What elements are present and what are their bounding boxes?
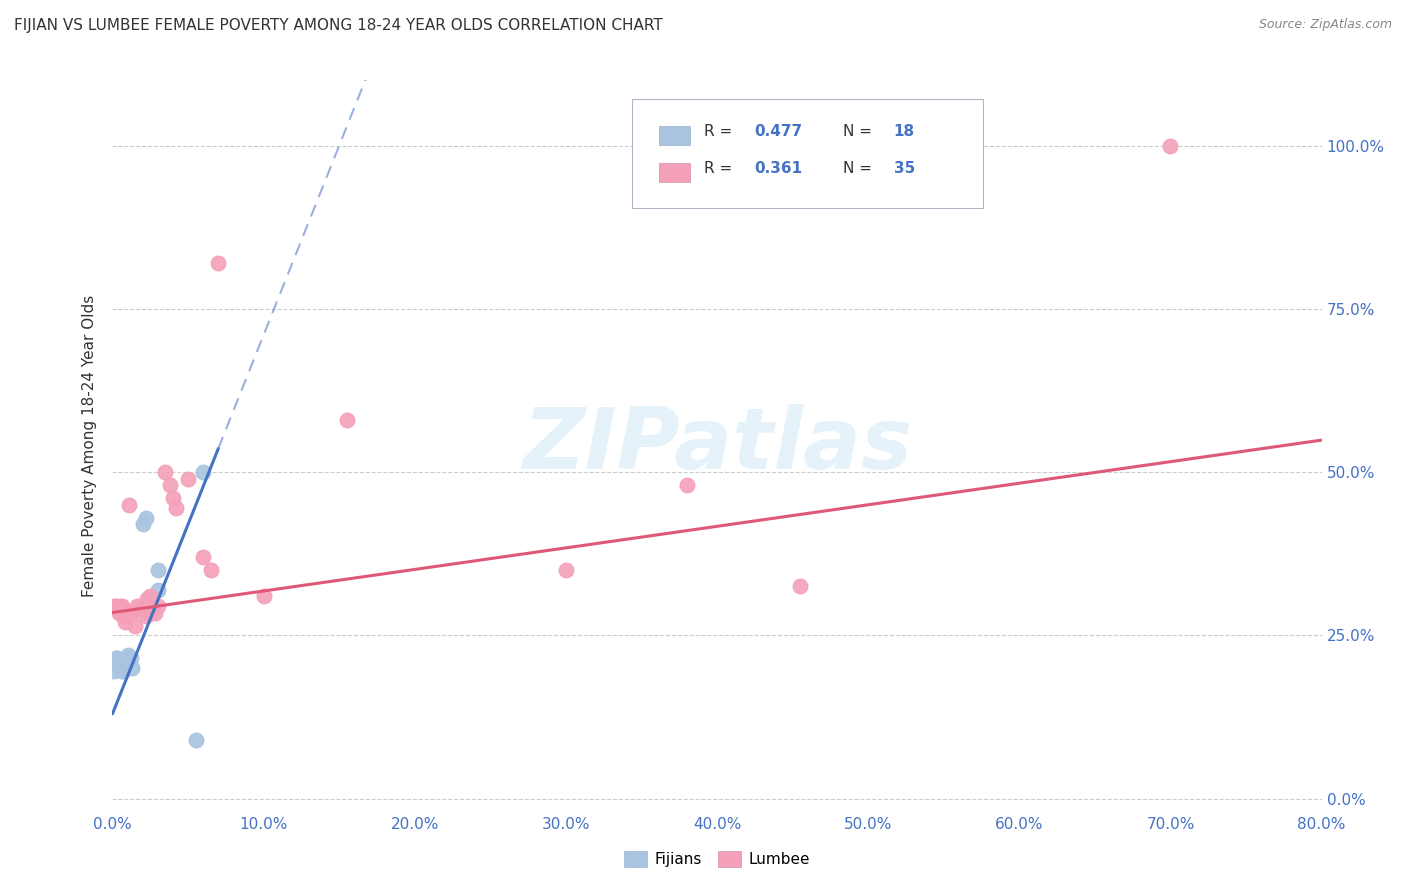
Point bbox=[114, 657, 136, 672]
Point bbox=[124, 618, 146, 632]
Point bbox=[554, 563, 576, 577]
Point bbox=[135, 511, 157, 525]
Point bbox=[117, 606, 139, 620]
Point bbox=[1159, 138, 1181, 153]
Point bbox=[191, 465, 214, 479]
Point bbox=[112, 608, 135, 623]
Point bbox=[138, 606, 160, 620]
Point bbox=[105, 651, 128, 665]
Point bbox=[105, 602, 128, 616]
Point bbox=[146, 563, 169, 577]
Legend: Fijians, Lumbee: Fijians, Lumbee bbox=[619, 846, 815, 873]
Point bbox=[136, 592, 159, 607]
Point bbox=[110, 599, 132, 613]
Text: 0.361: 0.361 bbox=[755, 161, 803, 176]
FancyBboxPatch shape bbox=[659, 126, 690, 145]
Point bbox=[118, 498, 141, 512]
Point bbox=[112, 665, 135, 679]
Y-axis label: Female Poverty Among 18-24 Year Olds: Female Poverty Among 18-24 Year Olds bbox=[82, 295, 97, 597]
Text: ZIPatlas: ZIPatlas bbox=[522, 404, 912, 488]
Text: 18: 18 bbox=[894, 124, 915, 139]
Point bbox=[135, 608, 157, 623]
Point bbox=[191, 549, 214, 564]
Point bbox=[162, 491, 184, 506]
Text: Source: ZipAtlas.com: Source: ZipAtlas.com bbox=[1258, 18, 1392, 31]
Point bbox=[159, 478, 181, 492]
Point bbox=[120, 606, 142, 620]
Point bbox=[108, 599, 131, 613]
Point bbox=[120, 651, 142, 665]
Point bbox=[107, 606, 129, 620]
Point bbox=[103, 665, 125, 679]
Text: FIJIAN VS LUMBEE FEMALE POVERTY AMONG 18-24 YEAR OLDS CORRELATION CHART: FIJIAN VS LUMBEE FEMALE POVERTY AMONG 18… bbox=[14, 18, 662, 33]
Point bbox=[336, 413, 359, 427]
Point bbox=[108, 661, 131, 675]
Text: N =: N = bbox=[842, 124, 877, 139]
Point bbox=[253, 589, 276, 603]
Text: 0.477: 0.477 bbox=[755, 124, 803, 139]
Point bbox=[177, 472, 200, 486]
FancyBboxPatch shape bbox=[633, 99, 983, 209]
Point bbox=[184, 732, 207, 747]
Point bbox=[115, 651, 138, 665]
Point bbox=[114, 615, 136, 630]
Point bbox=[117, 648, 139, 662]
Point bbox=[207, 256, 229, 270]
Text: N =: N = bbox=[842, 161, 877, 176]
Point bbox=[200, 563, 222, 577]
Point bbox=[155, 465, 177, 479]
Point bbox=[103, 599, 125, 613]
Point bbox=[110, 665, 132, 679]
Point bbox=[104, 651, 127, 665]
Text: R =: R = bbox=[704, 124, 737, 139]
Point bbox=[146, 599, 169, 613]
Point bbox=[675, 478, 697, 492]
Point bbox=[143, 606, 166, 620]
Point bbox=[125, 599, 148, 613]
Point bbox=[132, 517, 155, 532]
Point bbox=[104, 599, 127, 613]
Point bbox=[165, 501, 187, 516]
Point bbox=[107, 657, 129, 672]
Text: 35: 35 bbox=[894, 161, 915, 176]
Point bbox=[146, 582, 169, 597]
FancyBboxPatch shape bbox=[659, 162, 690, 182]
Point bbox=[121, 661, 143, 675]
Point bbox=[128, 602, 150, 616]
Text: R =: R = bbox=[704, 161, 737, 176]
Point bbox=[789, 579, 811, 593]
Point bbox=[121, 606, 143, 620]
Point bbox=[139, 589, 162, 603]
